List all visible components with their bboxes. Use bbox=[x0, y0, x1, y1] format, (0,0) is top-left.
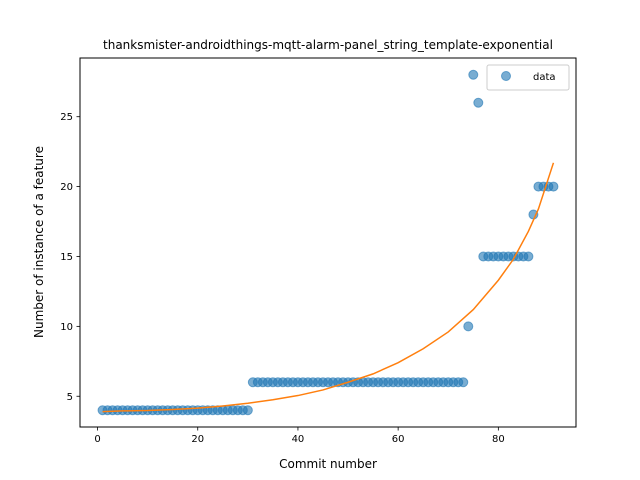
x-tick-label: 0 bbox=[94, 434, 100, 445]
data-point bbox=[468, 69, 479, 80]
data-point bbox=[473, 97, 484, 108]
y-tick-label: 5 bbox=[67, 392, 73, 403]
x-tick-label: 20 bbox=[191, 434, 204, 445]
x-axis-label: Commit number bbox=[279, 457, 377, 471]
x-tick-label: 60 bbox=[392, 434, 405, 445]
data-point bbox=[242, 405, 253, 416]
y-tick-label: 20 bbox=[60, 182, 73, 193]
x-axis: 0 20 40 60 80 bbox=[94, 427, 505, 445]
plot-area bbox=[97, 69, 559, 416]
fit-curve bbox=[102, 162, 555, 413]
data-point bbox=[548, 181, 559, 192]
y-axis-label: Number of instance of a feature bbox=[32, 146, 46, 338]
data-point bbox=[458, 377, 469, 388]
legend-label-data: data bbox=[533, 72, 556, 83]
data-point bbox=[523, 251, 534, 262]
y-tick-label: 10 bbox=[60, 322, 73, 333]
x-tick-label: 80 bbox=[492, 434, 505, 445]
axes-frame bbox=[79, 57, 577, 428]
legend: data bbox=[486, 64, 570, 91]
legend-marker-data bbox=[501, 71, 511, 81]
data-point bbox=[463, 321, 474, 332]
chart-title: thanksmister-androidthings-mqtt-alarm-pa… bbox=[103, 38, 553, 52]
x-tick-label: 40 bbox=[292, 434, 305, 445]
y-axis: 5 10 15 20 25 bbox=[60, 112, 80, 403]
y-tick-label: 15 bbox=[60, 252, 73, 263]
legend-box bbox=[486, 64, 570, 91]
y-tick-label: 25 bbox=[60, 112, 73, 123]
